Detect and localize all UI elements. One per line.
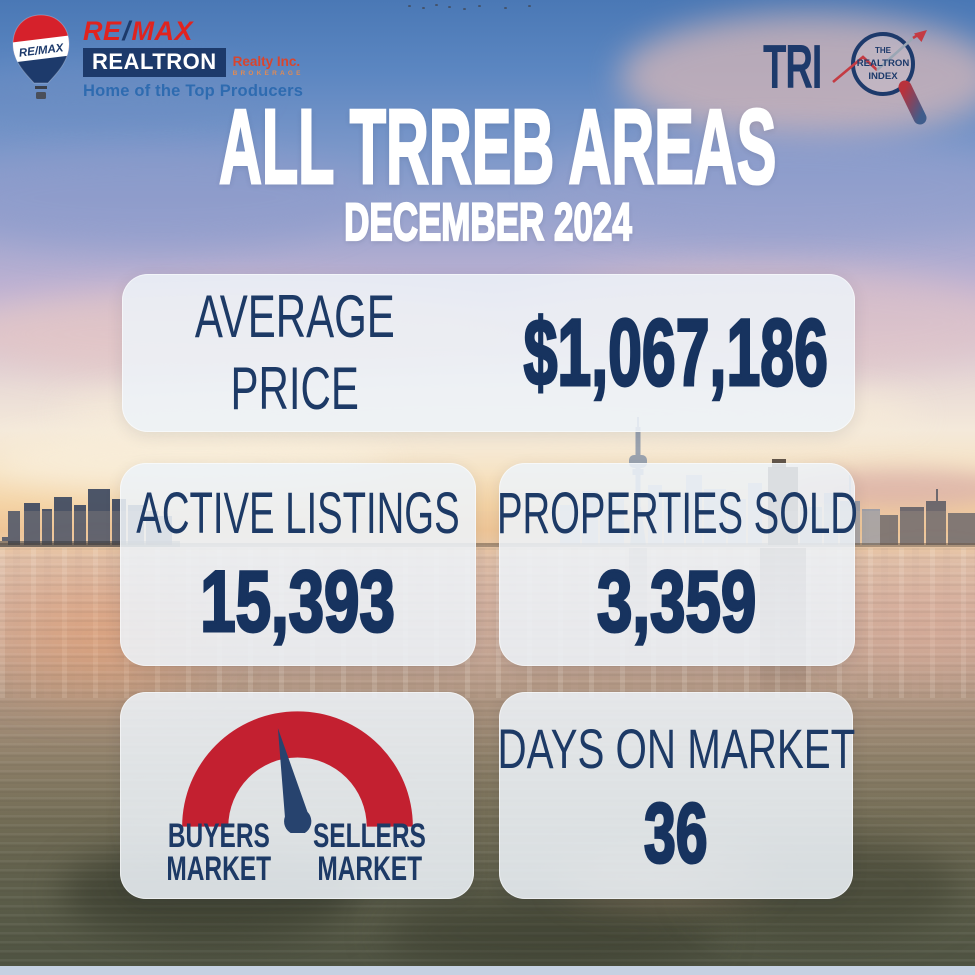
properties-sold-card: PROPERTIES SOLD 3,359 xyxy=(497,463,857,666)
water-dark-patch-2 xyxy=(380,895,720,970)
realty-inc-block: Realty Inc. BROKERAGE xyxy=(233,55,304,77)
remax-slash: / xyxy=(122,16,131,46)
page-subtitle: DECEMBER 2024 xyxy=(343,193,632,252)
properties-sold-value: 3,359 xyxy=(596,553,757,650)
balloon-burner xyxy=(35,86,47,89)
buyers-market-label: BUYERS MARKET xyxy=(166,817,272,888)
balloon-basket xyxy=(36,92,46,99)
average-price-label: AVERAGE PRICE xyxy=(194,283,395,422)
trend-line-gray xyxy=(876,37,914,71)
magnifier-handle xyxy=(898,80,927,125)
tri-acronym: TRI xyxy=(763,32,821,102)
days-on-market-value: 36 xyxy=(643,785,709,880)
tri-glass-line1: THE xyxy=(875,46,892,55)
birds-silhouette xyxy=(408,5,411,7)
trend-line-red xyxy=(832,55,878,83)
tri-logo: TRI THE REALTRON INDEX xyxy=(763,30,927,125)
page-title: ALL TRREB AREAS xyxy=(218,88,777,206)
trend-arrow-head xyxy=(914,30,927,42)
remax-realtron-logo: RE/MAX RE/MAX REALTRON Realty Inc. BROKE… xyxy=(8,12,304,106)
bottom-water-strip xyxy=(0,966,975,975)
cloud-lavender-right xyxy=(540,132,975,242)
market-gauge xyxy=(181,711,413,833)
active-listings-card: ACTIVE LISTINGS 15,393 xyxy=(120,463,476,666)
skyline-right-cluster xyxy=(880,489,975,545)
remax-balloon-icon: RE/MAX xyxy=(12,14,70,99)
remax-wordmark: RE/MAX xyxy=(83,16,194,46)
cloud-lavender-left xyxy=(0,148,370,248)
active-listings-value: 15,393 xyxy=(200,553,397,650)
realtron-box: REALTRON xyxy=(83,48,226,77)
days-on-market-card: DAYS ON MARKET 36 xyxy=(497,692,855,899)
average-price-value: $1,067,186 xyxy=(522,298,828,407)
gauge-needle xyxy=(277,728,311,833)
realty-inc-label: Realty Inc. xyxy=(232,54,301,69)
waterline-left-dark xyxy=(0,541,180,547)
average-price-card: AVERAGE PRICE $1,067,186 xyxy=(122,274,855,432)
gauge-arc xyxy=(181,711,413,827)
days-on-market-label: DAYS ON MARKET xyxy=(497,716,855,780)
remax-tagline: Home of the Top Producers xyxy=(83,82,304,100)
sellers-market-label: SELLERS MARKET xyxy=(313,817,427,888)
properties-sold-label: PROPERTIES SOLD xyxy=(496,480,858,546)
active-listings-label: ACTIVE LISTINGS xyxy=(136,480,460,546)
brokerage-label: BROKERAGE xyxy=(232,69,304,77)
market-gauge-card: BUYERS MARKET SELLERS MARKET xyxy=(120,692,474,899)
tri-glass-line3: INDEX xyxy=(868,71,898,82)
waterline xyxy=(0,543,975,547)
balloon-wordmark: RE/MAX xyxy=(18,42,65,60)
tri-glass-line2: REALTRON xyxy=(857,58,910,69)
